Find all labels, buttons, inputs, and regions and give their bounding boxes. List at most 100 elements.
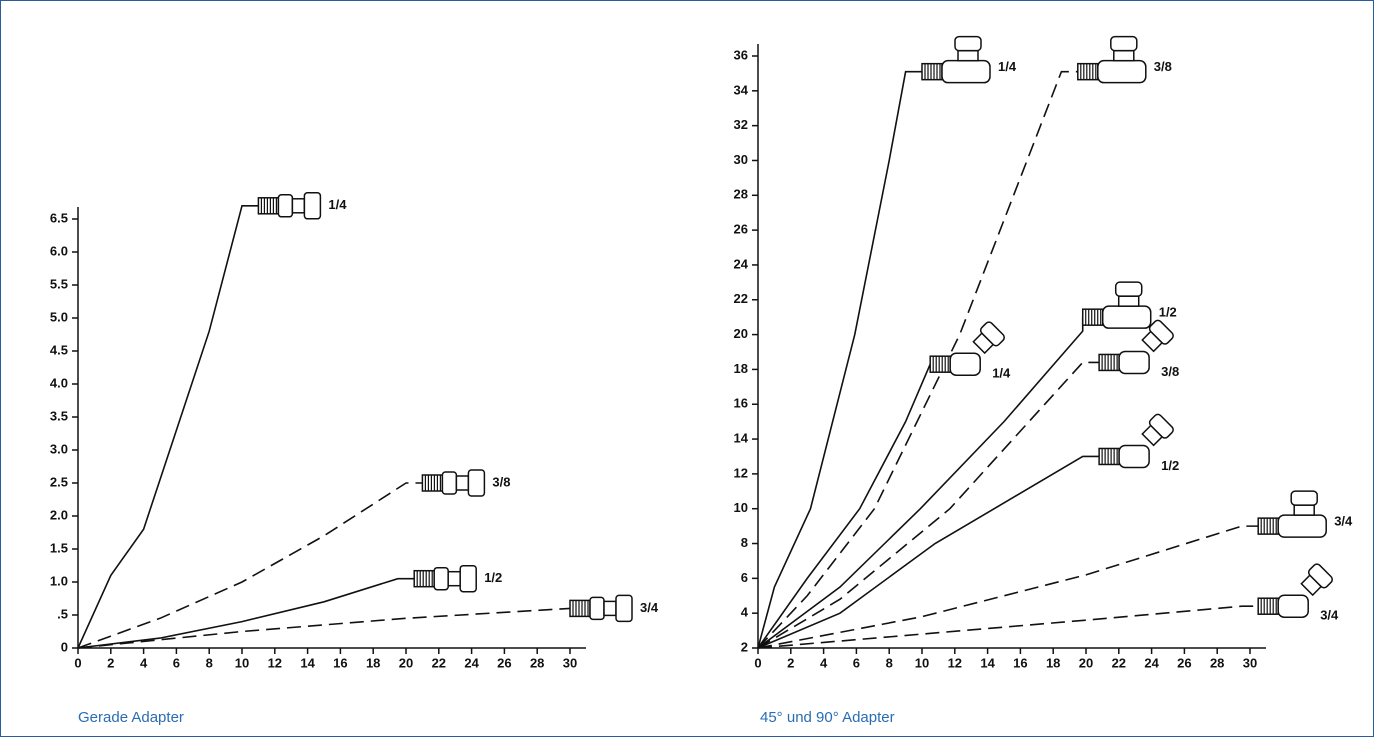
- x-tick-label: 12: [268, 655, 282, 670]
- nut: [616, 595, 632, 621]
- y-tick-label: 4.5: [50, 342, 68, 357]
- x-tick-label: 2: [107, 655, 114, 670]
- body: [942, 61, 990, 83]
- page: Gerade Adapter 45° und 90° Adapter 0 .5 1.…: [0, 0, 1374, 737]
- series-label: 1/4: [992, 366, 1011, 381]
- series-label: 3/8: [1161, 364, 1179, 379]
- nut: [1116, 282, 1142, 296]
- x-tick-label: 14: [980, 655, 995, 670]
- x-tick-label: 4: [140, 655, 148, 670]
- x-tick-label: 28: [530, 655, 544, 670]
- series-label: 3/4: [1334, 514, 1353, 529]
- y-tick-label: 5.0: [50, 309, 68, 324]
- body: [1278, 595, 1308, 617]
- x-tick-label: 18: [1046, 655, 1060, 670]
- body: [950, 353, 980, 375]
- x-tick-label: 10: [915, 655, 929, 670]
- body: [1278, 515, 1326, 537]
- nut: [1111, 37, 1137, 51]
- y-tick-label: 6.0: [50, 243, 68, 258]
- body: [1098, 61, 1146, 83]
- nut: [304, 193, 320, 219]
- y-tick-label: 14: [734, 430, 749, 445]
- body: [456, 476, 468, 490]
- series-label: 1/2: [1159, 305, 1177, 320]
- neck: [1114, 51, 1134, 61]
- y-tick-label: 24: [734, 256, 749, 271]
- x-tick-label: 8: [886, 655, 893, 670]
- series-label: 1/2: [484, 570, 502, 585]
- body: [604, 601, 616, 615]
- x-tick-label: 24: [464, 655, 479, 670]
- y-tick-label: 16: [734, 396, 748, 411]
- y-tick-label: 22: [734, 291, 748, 306]
- x-tick-label: 12: [948, 655, 962, 670]
- chart-title: Gerade Adapter: [78, 709, 184, 726]
- y-tick-label: .5: [57, 606, 68, 621]
- x-tick-label: 26: [1177, 655, 1191, 670]
- series-label: 3/8: [492, 474, 510, 489]
- series-label: 1/4: [998, 59, 1017, 74]
- y-tick-label: 28: [734, 187, 748, 202]
- y-tick-label: 6.5: [50, 210, 68, 225]
- nut: [590, 597, 604, 619]
- neck: [958, 51, 978, 61]
- y-tick-label: 2.0: [50, 507, 68, 522]
- neck: [1294, 505, 1314, 515]
- y-tick-label: 0: [61, 639, 68, 654]
- x-tick-label: 16: [333, 655, 347, 670]
- y-tick-label: 4.0: [50, 375, 68, 390]
- series-label: 1/4: [328, 197, 347, 212]
- x-tick-label: 30: [563, 655, 577, 670]
- y-tick-label: 8: [741, 535, 748, 550]
- y-tick-label: 30: [734, 152, 748, 167]
- x-tick-label: 10: [235, 655, 249, 670]
- x-tick-label: 26: [497, 655, 511, 670]
- x-tick-label: 2: [787, 655, 794, 670]
- y-tick-label: 10: [734, 500, 748, 515]
- body: [1119, 351, 1149, 373]
- y-tick-label: 1.0: [50, 573, 68, 588]
- y-tick-label: 20: [734, 326, 748, 341]
- x-tick-label: 20: [1079, 655, 1093, 670]
- x-tick-label: 8: [206, 655, 213, 670]
- y-tick-label: 6: [741, 570, 748, 585]
- y-tick-label: 18: [734, 361, 748, 376]
- body: [292, 199, 304, 213]
- series-label: 3/4: [640, 600, 659, 615]
- body: [1103, 306, 1151, 328]
- x-tick-label: 30: [1243, 655, 1257, 670]
- y-tick-label: 26: [734, 222, 748, 237]
- y-tick-label: 32: [734, 117, 748, 132]
- x-tick-label: 28: [1210, 655, 1224, 670]
- x-tick-label: 4: [820, 655, 828, 670]
- x-tick-label: 6: [853, 655, 860, 670]
- nut: [468, 470, 484, 496]
- nut: [278, 195, 292, 217]
- nut: [434, 568, 448, 590]
- x-tick-label: 24: [1144, 655, 1159, 670]
- x-tick-label: 22: [1112, 655, 1126, 670]
- y-tick-label: 12: [734, 465, 748, 480]
- x-tick-label: 14: [300, 655, 315, 670]
- nut: [442, 472, 456, 494]
- nut: [1291, 491, 1317, 505]
- y-tick-label: 5.5: [50, 276, 68, 291]
- series-label: 3/4: [1320, 608, 1339, 623]
- y-tick-label: 2: [741, 639, 748, 654]
- body: [1119, 445, 1149, 467]
- nut: [460, 566, 476, 592]
- y-tick-label: 3.5: [50, 408, 68, 423]
- body: [448, 572, 460, 586]
- x-tick-label: 16: [1013, 655, 1027, 670]
- neck: [1119, 296, 1139, 306]
- y-tick-label: 4: [741, 605, 749, 620]
- y-tick-label: 2.5: [50, 474, 68, 489]
- x-tick-label: 20: [399, 655, 413, 670]
- series-label: 3/8: [1154, 59, 1172, 74]
- y-tick-label: 3.0: [50, 441, 68, 456]
- x-tick-label: 6: [173, 655, 180, 670]
- chart-title: 45° und 90° Adapter: [760, 709, 895, 726]
- x-tick-label: 22: [432, 655, 446, 670]
- x-tick-label: 0: [754, 655, 761, 670]
